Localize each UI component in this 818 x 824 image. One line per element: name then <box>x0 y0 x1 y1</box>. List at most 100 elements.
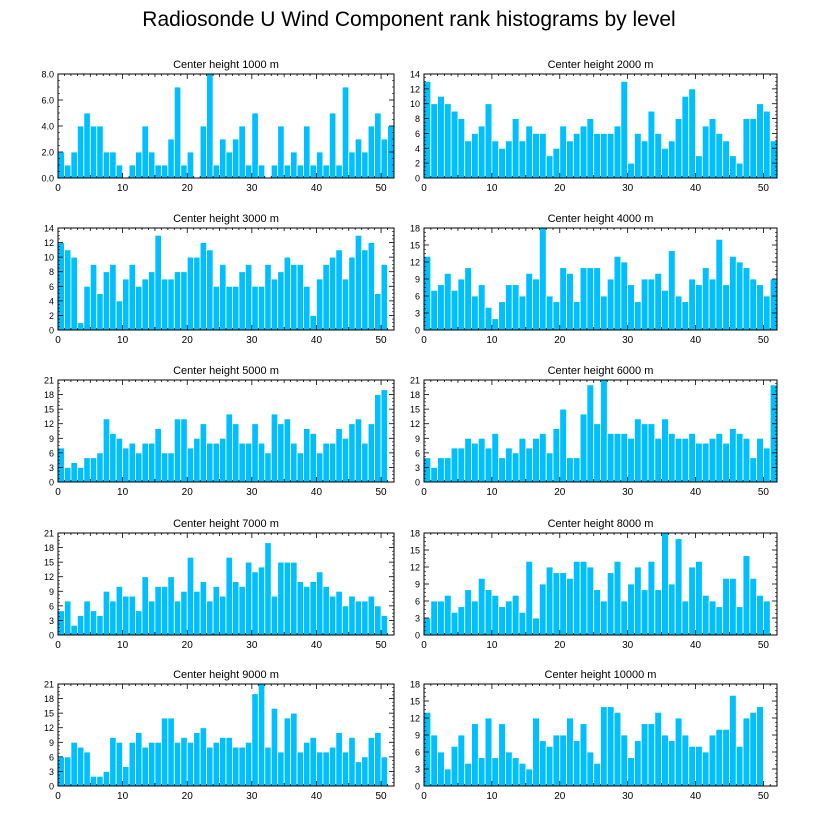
bar <box>457 278 466 331</box>
bar <box>600 706 608 787</box>
bar <box>257 683 266 787</box>
bar <box>173 271 182 331</box>
bar <box>277 423 285 483</box>
bar <box>695 284 703 331</box>
bar <box>148 741 156 787</box>
bar <box>450 110 459 179</box>
bar <box>367 423 376 483</box>
bar <box>322 264 330 331</box>
bar <box>539 740 547 787</box>
y-tick-label: 3 <box>49 616 54 626</box>
bar <box>283 256 292 331</box>
bar <box>180 164 188 179</box>
bar <box>361 442 369 483</box>
bar <box>457 118 466 179</box>
bar <box>701 125 710 179</box>
bar <box>96 293 104 331</box>
bar <box>552 734 561 787</box>
bar <box>115 164 124 179</box>
bar <box>160 586 169 636</box>
bar <box>606 706 615 787</box>
bar <box>674 717 683 787</box>
x-tick-label: 20 <box>182 335 194 346</box>
bar <box>525 272 534 331</box>
bar <box>620 261 629 331</box>
bar <box>115 300 124 331</box>
bar <box>742 118 751 179</box>
bar <box>148 271 156 331</box>
y-tick-label: 12 <box>44 238 54 248</box>
bar <box>348 423 356 483</box>
bar <box>309 581 317 636</box>
bar <box>742 717 751 787</box>
bar <box>661 532 669 636</box>
bar <box>102 151 111 179</box>
bar <box>160 164 169 179</box>
bar <box>505 447 513 483</box>
bar <box>695 745 703 787</box>
bar <box>471 295 479 331</box>
bar <box>572 740 581 787</box>
bar <box>654 589 662 636</box>
bar <box>471 723 479 787</box>
bar <box>309 737 317 787</box>
bar <box>135 610 143 636</box>
bar <box>545 566 554 636</box>
bar <box>566 717 574 787</box>
bar <box>464 589 472 636</box>
bar <box>180 418 188 483</box>
bar <box>606 433 615 483</box>
bar <box>374 732 382 787</box>
bar <box>722 284 730 331</box>
bar <box>742 437 751 483</box>
bar <box>135 732 143 787</box>
bar <box>102 418 111 483</box>
bar <box>498 301 506 331</box>
bar <box>634 566 642 636</box>
bar <box>141 125 149 179</box>
bar <box>539 433 547 483</box>
bar <box>491 757 500 787</box>
x-tick-label: 10 <box>117 791 129 802</box>
bar <box>316 571 324 636</box>
panel-4: Center height 4000 m 0 10 20 30 40 50 0 3 6 9 12 15 1… <box>410 213 778 346</box>
bar <box>505 284 513 331</box>
bar <box>167 717 175 787</box>
bar <box>361 600 369 636</box>
x-tick-label: 40 <box>690 791 702 802</box>
bar <box>491 433 500 483</box>
bar <box>756 284 764 331</box>
bar <box>328 442 337 483</box>
bar <box>122 766 130 787</box>
bar <box>756 706 764 787</box>
bar <box>148 600 156 636</box>
x-tick-label: 50 <box>758 487 770 498</box>
bar <box>498 147 506 179</box>
bar <box>735 745 744 787</box>
bar <box>525 125 534 179</box>
bar <box>749 118 758 179</box>
y-tick-label: 18 <box>410 529 420 539</box>
y-tick-label: 0 <box>415 631 420 641</box>
bar <box>477 437 486 483</box>
bar <box>212 285 220 331</box>
panel-title: Center height 3000 m <box>173 213 279 225</box>
bar <box>484 306 493 331</box>
bar <box>437 95 445 179</box>
bar <box>367 737 376 787</box>
bar <box>348 595 356 636</box>
bar <box>661 289 669 331</box>
bar <box>225 151 233 179</box>
bar <box>89 457 98 483</box>
y-tick-label: 14 <box>410 70 420 80</box>
bar <box>735 433 744 483</box>
bar <box>264 542 272 636</box>
y-tick-label: 12 <box>44 572 54 582</box>
bar <box>115 437 124 483</box>
y-tick-label: 12 <box>44 419 54 429</box>
bar <box>316 452 324 483</box>
panel-title: Center height 9000 m <box>173 669 279 681</box>
y-tick-label: 21 <box>44 376 54 386</box>
bar <box>708 118 717 179</box>
bar <box>505 140 513 179</box>
